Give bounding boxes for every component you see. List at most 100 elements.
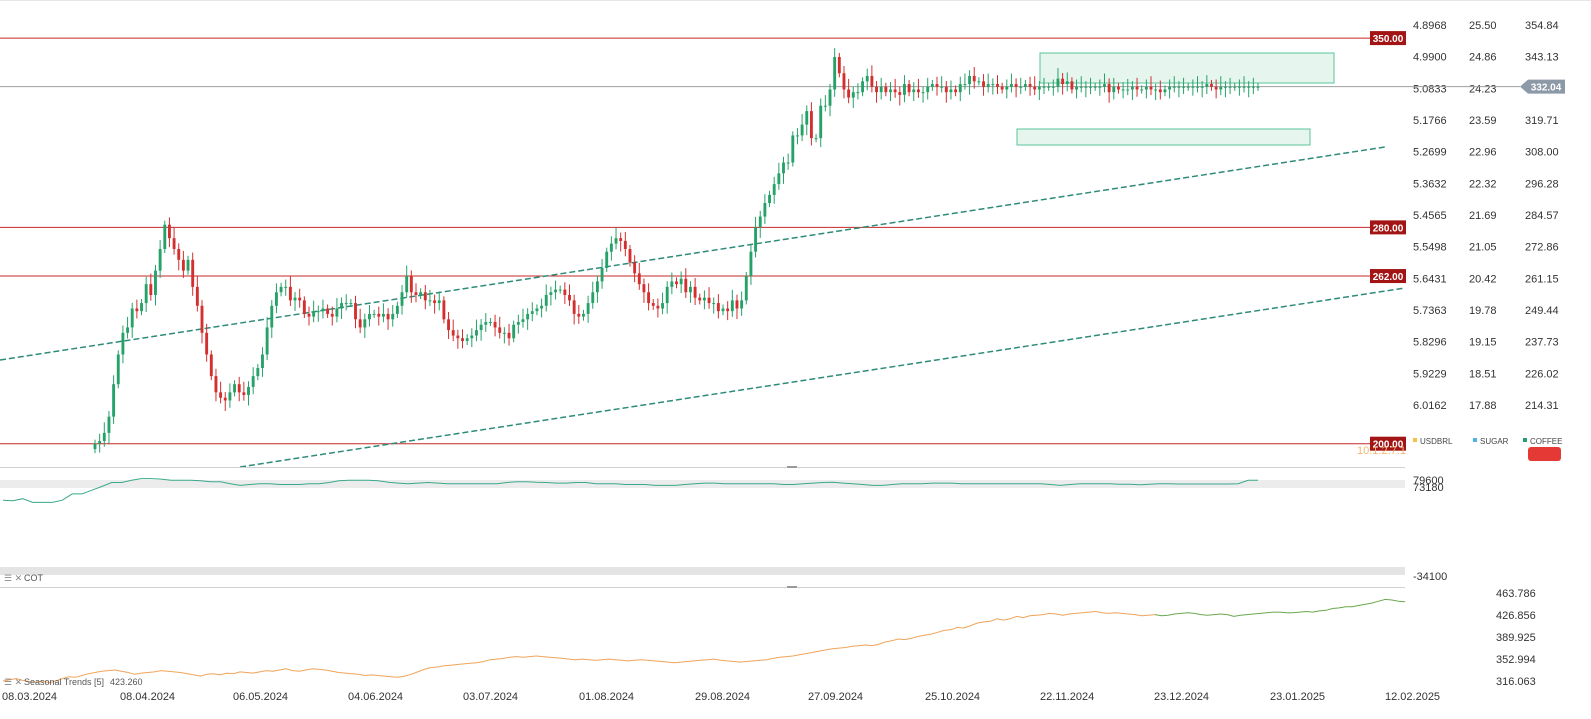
- candle: [298, 297, 302, 301]
- candle: [163, 224, 167, 250]
- support-zone: [1016, 128, 1311, 146]
- candle: [944, 86, 948, 93]
- candle: [479, 324, 483, 331]
- sugar-tick-label: 25.50: [1469, 20, 1497, 32]
- candle: [1010, 84, 1013, 87]
- candle: [879, 86, 883, 93]
- x-date-label: 06.05.2024: [233, 691, 288, 703]
- sugar-tick-label: 19.78: [1469, 305, 1497, 317]
- candle: [828, 89, 832, 106]
- candle: [782, 162, 785, 174]
- candle: [293, 297, 297, 301]
- candle: [530, 311, 534, 314]
- candle: [916, 89, 920, 93]
- candle: [614, 238, 618, 244]
- candle: [1242, 86, 1246, 88]
- candle: [535, 308, 539, 312]
- candle: [833, 57, 837, 90]
- candle: [647, 292, 651, 304]
- candle: [1172, 86, 1176, 88]
- candle: [679, 278, 683, 285]
- upper-channel-line: [0, 146, 1386, 361]
- candle: [656, 305, 660, 309]
- candle: [144, 284, 148, 304]
- x-date-label: 01.08.2024: [579, 691, 634, 703]
- candle: [1247, 86, 1251, 88]
- candle: [251, 376, 255, 387]
- candle: [661, 303, 664, 309]
- cot-band: [0, 480, 1405, 488]
- candle: [1000, 86, 1004, 90]
- candle: [1196, 86, 1199, 88]
- coffee-tick-label: 214.31: [1525, 400, 1559, 412]
- candle: [358, 319, 362, 328]
- candle: [796, 135, 799, 137]
- candle: [381, 313, 385, 317]
- candle: [121, 332, 125, 355]
- sugar-tick-label: 18.51: [1469, 368, 1497, 380]
- candle: [568, 294, 571, 301]
- candle: [526, 313, 530, 320]
- candle: [368, 313, 371, 320]
- candle: [847, 89, 851, 98]
- candle: [172, 238, 176, 250]
- candle: [996, 84, 999, 87]
- seasonal-tick-label: 352.994: [1496, 654, 1536, 666]
- candle: [456, 335, 460, 339]
- candle: [516, 322, 520, 325]
- candle: [809, 111, 813, 139]
- candle: [1089, 86, 1092, 88]
- candle: [354, 303, 357, 320]
- candle: [521, 319, 525, 323]
- candle: [447, 319, 450, 331]
- sugar-tick-label: 24.86: [1469, 52, 1497, 64]
- x-date-label: 12.02.2025: [1385, 691, 1440, 703]
- candle: [763, 203, 767, 217]
- candle: [344, 303, 348, 305]
- candle: [1219, 86, 1223, 90]
- candle: [1177, 86, 1181, 88]
- candle: [605, 251, 609, 268]
- candle: [1019, 86, 1023, 88]
- candle: [595, 281, 599, 293]
- sugar-tick-label: 23.59: [1469, 115, 1497, 127]
- candle: [451, 330, 455, 336]
- candle: [1047, 86, 1051, 88]
- x-date-label: 08.04.2024: [120, 691, 175, 703]
- sugar-tick-label: 19.15: [1469, 337, 1497, 349]
- candle: [363, 319, 367, 328]
- candle: [721, 308, 725, 312]
- candle: [307, 313, 311, 317]
- candle: [340, 303, 343, 309]
- candle: [670, 281, 674, 287]
- candle: [591, 292, 595, 304]
- candle: [1140, 89, 1144, 91]
- usdbrl-tick-label: 5.3632: [1413, 178, 1447, 190]
- candle: [875, 86, 878, 93]
- candle: [777, 173, 781, 185]
- candle: [1200, 86, 1204, 88]
- candle: [442, 300, 446, 320]
- candle: [233, 384, 237, 393]
- candle: [1154, 89, 1158, 91]
- usdbrl-tick-label: 5.5498: [1413, 242, 1447, 254]
- candle: [507, 332, 511, 339]
- candle: [1223, 86, 1227, 88]
- candle: [321, 308, 325, 312]
- candle: [1056, 78, 1060, 87]
- coffee-tick-label: 308.00: [1525, 147, 1559, 159]
- usdbrl-tick-label: 5.4565: [1413, 210, 1447, 222]
- seasonal-line-forecast: [1154, 598, 1406, 617]
- candle: [247, 386, 250, 396]
- level-badge-label: 262.00: [1373, 272, 1404, 283]
- candle: [949, 89, 953, 93]
- candle: [409, 276, 413, 293]
- candle: [140, 303, 143, 312]
- legend-swatch: [1523, 438, 1527, 442]
- cot-bottom-band: [0, 567, 1405, 575]
- candle: [265, 327, 269, 355]
- coffee-tick-label: 237.73: [1525, 337, 1559, 349]
- x-date-label: 22.11.2024: [1040, 691, 1094, 703]
- candle: [558, 289, 562, 291]
- partial-indicator-label: 10.1.2.7.1: [1357, 445, 1406, 457]
